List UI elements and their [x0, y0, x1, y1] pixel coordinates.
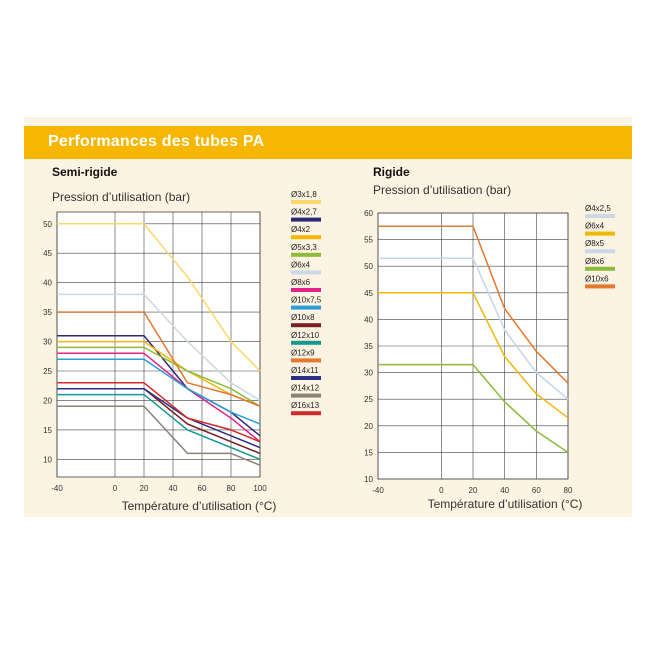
chart1-ytick-label: 15: [43, 426, 52, 435]
chart2-series-line-5: [378, 225, 569, 384]
chart2-legend-label: Ø8x5: [585, 239, 605, 248]
chart1-legend-swatch: [291, 252, 321, 257]
chart1-ytick-label: 40: [43, 279, 52, 288]
chart2-xtick-label: 20: [469, 486, 478, 495]
chart1-legend-swatch: [291, 288, 321, 292]
chart2-ytick-label: 35: [364, 342, 373, 351]
chart2-legend-swatch: [585, 249, 615, 254]
chart1-legend-swatch: [291, 323, 321, 328]
chart2-ytick-label: 25: [364, 395, 373, 404]
chart2-series-line-3: [378, 257, 569, 400]
chart2-ylabel: Pression d’utilisation (bar): [373, 183, 511, 197]
chart2-ytick-label: 55: [364, 236, 373, 245]
chart1-series-line-4: [57, 346, 261, 407]
chart1-ytick-label: 45: [43, 249, 52, 258]
chart1-legend-label: Ø10x7,5: [291, 296, 322, 305]
chart1-series-line-10: [57, 311, 261, 407]
chart1-legend-label: Ø16x13: [291, 401, 320, 410]
chart2-legend-label: Ø8x6: [585, 257, 605, 266]
chart1-xtick-label: 60: [198, 484, 207, 493]
chart1-legend-swatch: [291, 305, 321, 310]
chart1-legend-label: Ø12x9: [291, 348, 315, 357]
chart2-ytick-label: 40: [364, 315, 373, 324]
chart2-xlabel: Température d’utilisation (°C): [428, 497, 583, 511]
chart1-series-line-5: [57, 293, 261, 402]
chart1-ytick-label: 50: [43, 220, 52, 229]
chart1-legend-label: Ø6x4: [291, 260, 311, 269]
chart1-legend-label: Ø12x10: [291, 331, 320, 340]
chart2-legend-label: Ø10x6: [585, 274, 609, 283]
title-banner: Performances des tubes PA: [24, 126, 632, 159]
chart2-legend-label: Ø6x4: [585, 222, 605, 231]
chart2-legend-swatch: [585, 284, 615, 289]
chart2-xtick-label: 60: [532, 486, 541, 495]
chart1-legend-label: Ø4x2,7: [291, 208, 317, 217]
chart1-xlabel: Température d’utilisation (°C): [122, 499, 277, 513]
chart1-ytick-label: 35: [43, 308, 52, 317]
chart2-ytick-label: 45: [364, 289, 373, 298]
chart2-legend-swatch: [585, 266, 615, 271]
chart1-legend-swatch: [291, 340, 321, 345]
chart1-legend-label: Ø5x3,3: [291, 243, 317, 252]
chart2-series-line-2: [378, 292, 569, 419]
chart2-xtick-label: 40: [500, 486, 509, 495]
chart2-legend-swatch: [585, 214, 615, 218]
chart1-xtick-label: 80: [227, 484, 236, 493]
chart1-ytick-label: 25: [43, 367, 52, 376]
chart1-xtick-label: -40: [51, 484, 63, 493]
chart1-ytick-label: 30: [43, 338, 52, 347]
chart2-xtick-label: 0: [439, 486, 444, 495]
chart1-xtick-label: 20: [140, 484, 149, 493]
chart1-legend-swatch: [291, 235, 321, 240]
banner-title: Performances des tubes PA: [48, 133, 265, 150]
chart1-series-line-7: [57, 358, 261, 425]
chart2-ytick-label: 30: [364, 369, 373, 378]
chart2-series-line-4: [378, 363, 569, 454]
chart2-ytick-label: 20: [364, 422, 373, 431]
chart2-xtick-label: 80: [564, 486, 573, 495]
chart1-legend-swatch: [291, 376, 321, 380]
chart1-legend-swatch: [291, 217, 321, 222]
chart1-series-line-13: [57, 382, 261, 443]
chart1-xtick-label: 0: [113, 484, 118, 493]
chart1-series-line-9: [57, 393, 261, 460]
chart1-legend-label: Ø14x11: [291, 366, 319, 375]
chart2-ytick-label: 50: [364, 262, 373, 271]
chart1-plot-area: [56, 211, 261, 478]
chart1-series-line-12: [57, 405, 261, 466]
chart1-ytick-label: 20: [43, 396, 52, 405]
chart1-ylabel: Pression d’utilisation (bar): [52, 190, 190, 204]
chart2-ytick-label: 60: [364, 209, 373, 218]
chart1-xtick-label: 40: [169, 484, 178, 493]
chart1-legend-label: Ø14x12: [291, 384, 320, 393]
chart2-ytick-label: 10: [364, 475, 373, 484]
chart1-legend-label: Ø3x1,8: [291, 190, 317, 199]
chart1-legend-swatch: [291, 393, 321, 398]
chart2-ytick-label: 15: [364, 448, 373, 457]
chart1-legend-swatch: [291, 270, 321, 275]
chart1-legend-label: Ø10x8: [291, 313, 315, 322]
chart1-series-line-1: [57, 223, 261, 372]
chart2-title: Rigide: [373, 165, 410, 179]
chart2-legend-swatch: [585, 231, 615, 236]
chart2-legend-label: Ø4x2,5: [585, 204, 611, 213]
chart1-legend-swatch: [291, 358, 321, 363]
chart1-legend-swatch: [291, 200, 321, 204]
chart1-ytick-label: 10: [43, 455, 52, 464]
chart1-legend-label: Ø4x2: [291, 225, 311, 234]
chart1-legend-swatch: [291, 411, 321, 416]
chart1-xtick-label: 100: [253, 484, 267, 493]
chart1-title: Semi-rigide: [52, 165, 118, 179]
chart1-legend-label: Ø8x6: [291, 278, 311, 287]
chart2-xtick-label: -40: [372, 486, 384, 495]
